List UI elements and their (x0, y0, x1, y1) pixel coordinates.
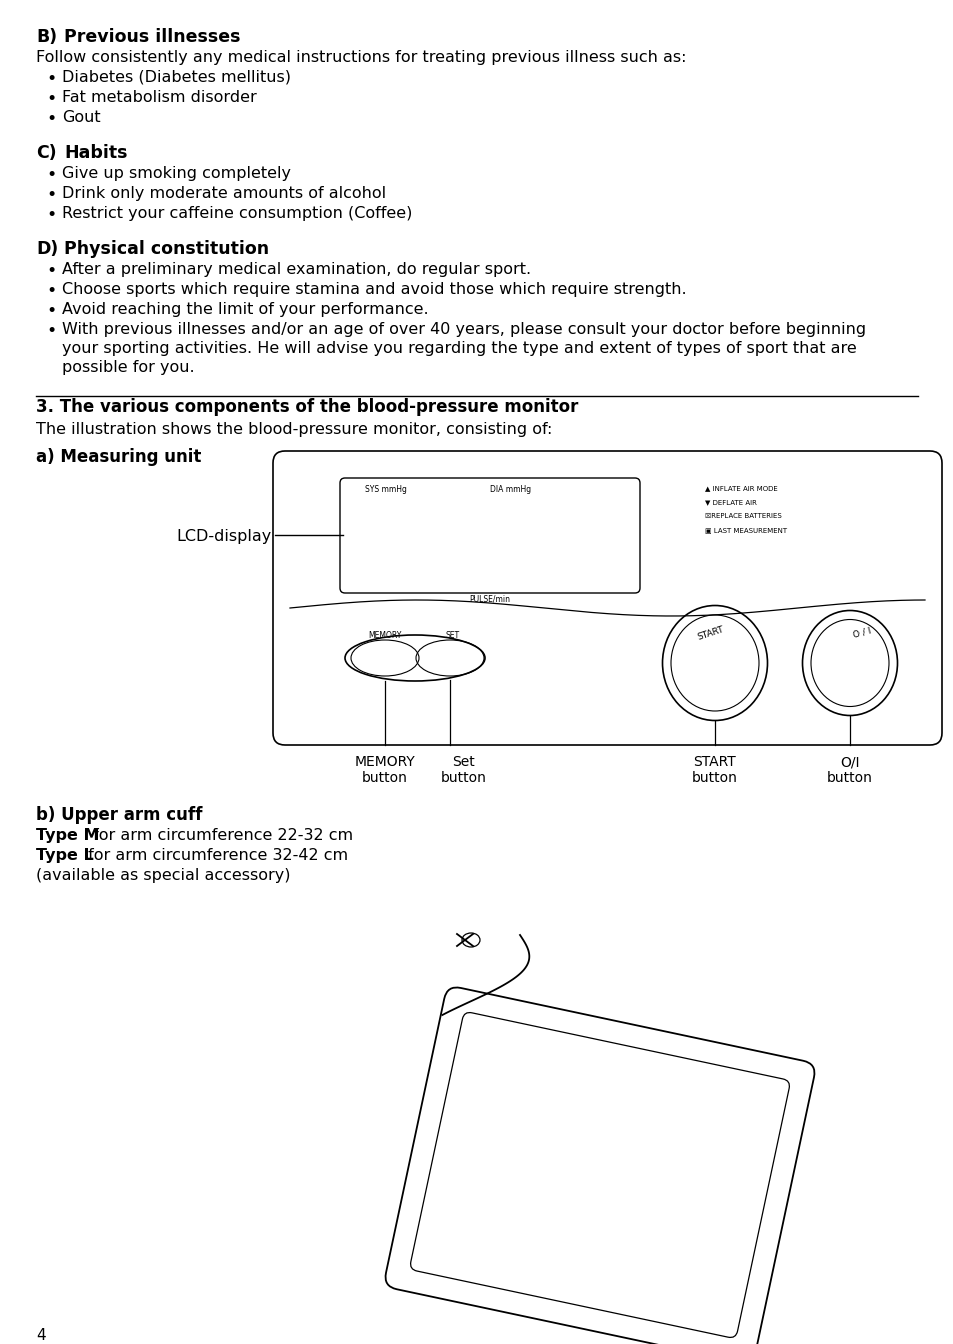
Text: 3. The various components of the blood-pressure monitor: 3. The various components of the blood-p… (36, 398, 578, 417)
Text: ▲ INFLATE AIR MODE: ▲ INFLATE AIR MODE (704, 485, 777, 491)
FancyBboxPatch shape (273, 452, 941, 745)
Text: Type L: Type L (36, 848, 93, 863)
Text: The illustration shows the blood-pressure monitor, consisting of:: The illustration shows the blood-pressur… (36, 422, 552, 437)
Text: Habits: Habits (64, 144, 128, 163)
FancyBboxPatch shape (385, 988, 814, 1344)
Text: PULSE/min: PULSE/min (469, 594, 510, 603)
Text: •: • (46, 302, 56, 320)
Text: •: • (46, 110, 56, 128)
Text: •: • (46, 185, 56, 204)
Text: After a preliminary medical examination, do regular sport.: After a preliminary medical examination,… (62, 262, 531, 277)
Text: possible for you.: possible for you. (62, 360, 194, 375)
Text: •: • (46, 90, 56, 108)
Text: MEMORY: MEMORY (355, 755, 415, 769)
Text: START: START (693, 755, 736, 769)
Text: O/I: O/I (840, 755, 859, 769)
Text: •: • (46, 282, 56, 300)
Text: for arm circumference 22-32 cm: for arm circumference 22-32 cm (88, 828, 353, 843)
Text: Avoid reaching the limit of your performance.: Avoid reaching the limit of your perform… (62, 302, 428, 317)
Text: Diabetes (Diabetes mellitus): Diabetes (Diabetes mellitus) (62, 70, 291, 85)
Text: START: START (696, 625, 724, 642)
FancyBboxPatch shape (410, 1012, 788, 1337)
Text: b) Upper arm cuff: b) Upper arm cuff (36, 806, 202, 824)
Text: button: button (440, 771, 486, 785)
Text: •: • (46, 262, 56, 280)
Text: Choose sports which require stamina and avoid those which require strength.: Choose sports which require stamina and … (62, 282, 686, 297)
Text: O / I: O / I (851, 626, 871, 640)
FancyBboxPatch shape (339, 478, 639, 593)
Text: •: • (46, 167, 56, 184)
Text: a) Measuring unit: a) Measuring unit (36, 448, 201, 466)
Text: SYS mmHg: SYS mmHg (365, 485, 406, 495)
Text: Type M: Type M (36, 828, 99, 843)
Text: C): C) (36, 144, 56, 163)
Text: ☒REPLACE BATTERIES: ☒REPLACE BATTERIES (704, 513, 781, 519)
Text: (available as special accessory): (available as special accessory) (36, 868, 291, 883)
Text: •: • (46, 70, 56, 87)
Text: •: • (46, 206, 56, 224)
Text: button: button (691, 771, 738, 785)
Text: Gout: Gout (62, 110, 100, 125)
Text: Physical constitution: Physical constitution (64, 241, 269, 258)
Text: DIA mmHg: DIA mmHg (490, 485, 531, 495)
Text: 4: 4 (36, 1328, 46, 1343)
Text: •: • (46, 323, 56, 340)
Text: for arm circumference 32-42 cm: for arm circumference 32-42 cm (83, 848, 348, 863)
Text: ▣ LAST MEASUREMENT: ▣ LAST MEASUREMENT (704, 527, 786, 534)
Text: Drink only moderate amounts of alcohol: Drink only moderate amounts of alcohol (62, 185, 386, 202)
Text: D): D) (36, 241, 58, 258)
Text: ▼ DEFLATE AIR: ▼ DEFLATE AIR (704, 499, 756, 505)
Text: button: button (362, 771, 408, 785)
Text: your sporting activities. He will advise you regarding the type and extent of ty: your sporting activities. He will advise… (62, 341, 856, 356)
Text: Restrict your caffeine consumption (Coffee): Restrict your caffeine consumption (Coff… (62, 206, 412, 220)
Text: Previous illnesses: Previous illnesses (64, 28, 240, 46)
Text: MEMORY: MEMORY (368, 630, 401, 640)
Text: With previous illnesses and/or an age of over 40 years, please consult your doct: With previous illnesses and/or an age of… (62, 323, 865, 337)
Text: SET: SET (445, 630, 459, 640)
Text: Set: Set (452, 755, 475, 769)
Text: Fat metabolism disorder: Fat metabolism disorder (62, 90, 256, 105)
Text: button: button (826, 771, 872, 785)
Text: Follow consistently any medical instructions for treating previous illness such : Follow consistently any medical instruct… (36, 50, 686, 65)
Text: LCD-display: LCD-display (176, 530, 272, 544)
Text: Give up smoking completely: Give up smoking completely (62, 167, 291, 181)
Text: B): B) (36, 28, 57, 46)
